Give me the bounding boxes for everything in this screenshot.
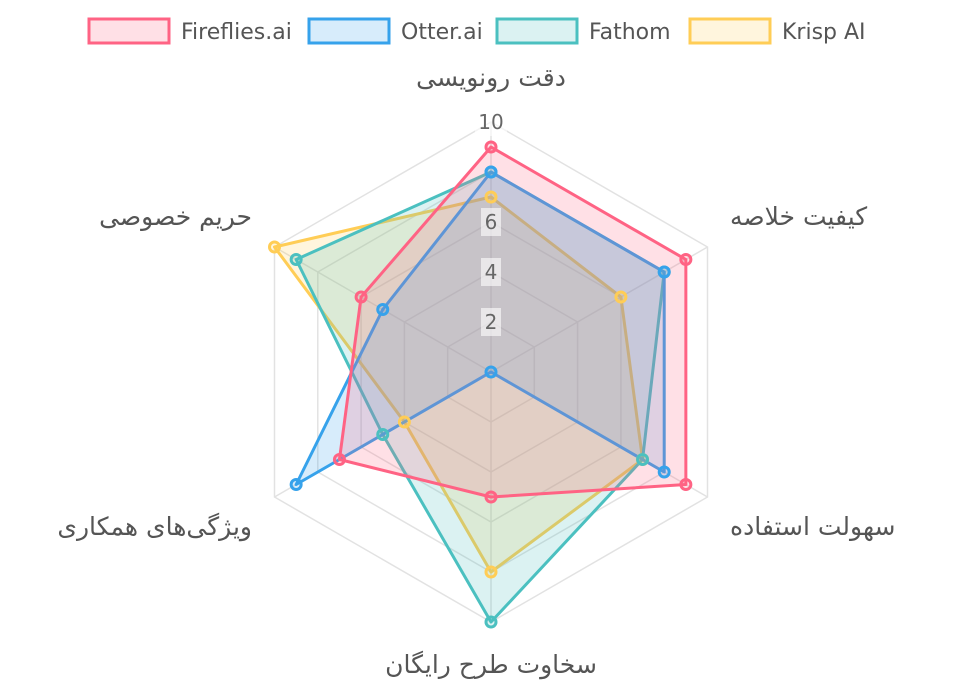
- data-point: [614, 290, 628, 304]
- grid-spoke: [490, 246, 708, 373]
- data-point: [484, 165, 498, 179]
- radar-axis-labels: دقت رونویسی کیفیت خلاصه سهولت استفاده سخاوت…: [57, 63, 895, 680]
- data-point: [332, 453, 346, 466]
- data-point: [679, 253, 693, 266]
- axis-label: سخاوت طرح رایگان: [385, 650, 597, 680]
- tick-label: 6: [485, 210, 498, 234]
- data-point: [679, 478, 693, 491]
- legend-swatch: [307, 17, 391, 45]
- data-point: [636, 453, 650, 466]
- data-point: [484, 615, 498, 629]
- data-point: [289, 478, 303, 491]
- data-point: [289, 253, 303, 266]
- data-point: [376, 303, 390, 316]
- legend-label: Krisp AI: [782, 20, 866, 45]
- data-point: [484, 190, 498, 204]
- data-point: [484, 140, 498, 154]
- axis-label: ویژگی‌های همکاری: [57, 512, 252, 542]
- tick-label: 2: [485, 310, 498, 334]
- tick-backdrop: [481, 208, 501, 236]
- radar-points: [267, 140, 693, 629]
- axis-label: کیفیت خلاصه: [730, 202, 867, 231]
- series-area: [294, 170, 666, 486]
- tick-label: 4: [485, 260, 498, 284]
- tick-backdrop: [481, 258, 501, 286]
- legend-swatch: [688, 17, 772, 45]
- data-point: [484, 365, 498, 379]
- legend: Fireflies.ai Otter.ai Fathom Krisp AI: [87, 17, 866, 45]
- axis-label: حریم خصوصی: [99, 202, 252, 232]
- tick-backdrop: [481, 308, 501, 336]
- legend-label: Fathom: [589, 20, 671, 45]
- data-point: [657, 265, 671, 279]
- series-area: [337, 145, 688, 499]
- tick-backdrop: [475, 108, 507, 136]
- axis-label: دقت رونویسی: [416, 63, 566, 93]
- data-point: [657, 465, 671, 479]
- legend-item: Fathom: [495, 17, 671, 45]
- data-point: [267, 240, 281, 254]
- data-point: [354, 290, 368, 304]
- legend-item: Krisp AI: [688, 17, 866, 45]
- legend-swatch: [495, 17, 579, 45]
- data-point: [376, 428, 390, 441]
- tick-label: 10: [478, 110, 503, 134]
- data-point: [484, 565, 498, 579]
- legend-label: Fireflies.ai: [181, 20, 292, 45]
- data-point: [484, 490, 498, 504]
- axis-label: سهولت استفاده: [730, 512, 895, 542]
- radar-series: [272, 145, 688, 624]
- legend-item: Fireflies.ai: [87, 17, 292, 45]
- radar-ticks: 2 4 6 10: [475, 108, 507, 336]
- legend-swatch: [87, 17, 171, 45]
- data-point: [397, 415, 411, 429]
- legend-label: Otter.ai: [401, 20, 483, 45]
- legend-item: Otter.ai: [307, 17, 483, 45]
